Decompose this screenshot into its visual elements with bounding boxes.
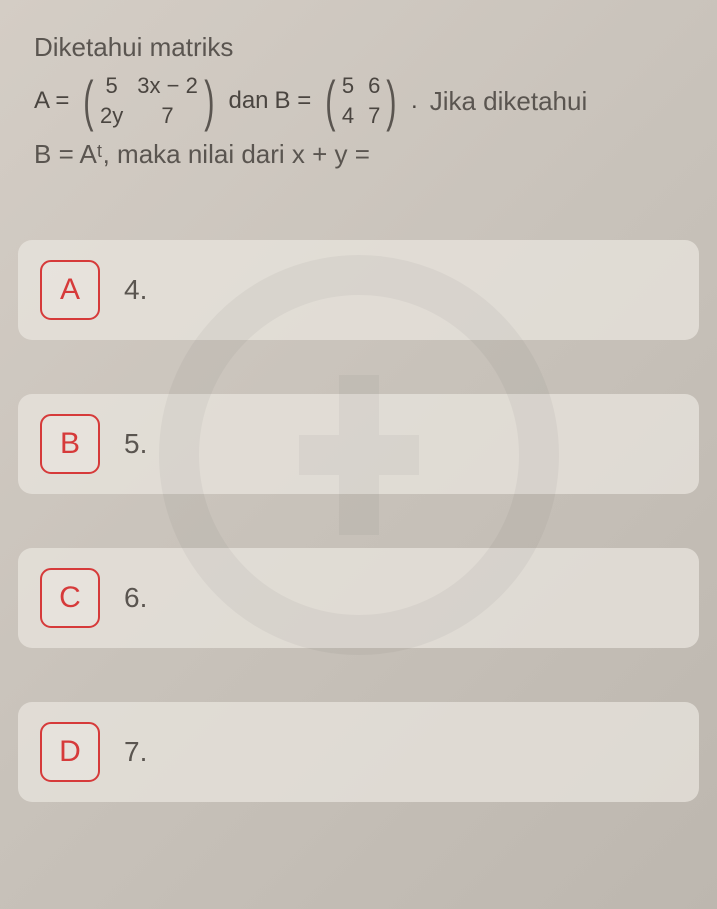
option-c[interactable]: C 6.: [18, 548, 699, 648]
matrix-b-r1c1: 5: [342, 73, 354, 99]
option-badge: B: [40, 414, 100, 474]
matrix-a-r2c2: 7: [137, 103, 198, 129]
option-badge: D: [40, 722, 100, 782]
paren-left-icon: (: [84, 79, 94, 124]
option-badge: A: [40, 260, 100, 320]
between-text: dan: [228, 87, 268, 115]
question-block: Diketahui matriks A = ( 5 3x − 2 2y 7 ) …: [0, 0, 717, 170]
matrix-b-r2c2: 7: [368, 103, 380, 129]
option-text: 6.: [124, 582, 147, 614]
matrix-a-label: A =: [34, 87, 69, 115]
option-a[interactable]: A 4.: [18, 240, 699, 340]
matrix-a-r1c2: 3x − 2: [137, 73, 198, 99]
option-b[interactable]: B 5.: [18, 394, 699, 494]
paren-left-icon: (: [325, 79, 335, 124]
question-intro: Diketahui matriks: [34, 28, 683, 67]
question-math-line: A = ( 5 3x − 2 2y 7 ) dan B = ( 5 6 4 7 …: [34, 71, 683, 131]
option-text: 5.: [124, 428, 147, 460]
after-matrices-text: Jika diketahui: [430, 82, 588, 121]
paren-right-icon: ): [387, 79, 397, 124]
matrix-b-r2c1: 4: [342, 103, 354, 129]
matrix-b: ( 5 6 4 7 ): [321, 71, 401, 131]
matrix-a: ( 5 3x − 2 2y 7 ): [79, 71, 218, 131]
matrix-b-label: B =: [275, 87, 312, 115]
options-list: A 4. B 5. C 6. D 7.: [0, 240, 717, 802]
matrix-a-r1c1: 5: [100, 73, 123, 99]
period-text: .: [411, 87, 418, 115]
paren-right-icon: ): [204, 79, 214, 124]
matrix-b-r1c2: 6: [368, 73, 380, 99]
matrix-a-r2c1: 2y: [100, 103, 123, 129]
question-line3: B = Aᵗ, maka nilai dari x + y =: [34, 139, 683, 170]
option-badge: C: [40, 568, 100, 628]
option-d[interactable]: D 7.: [18, 702, 699, 802]
option-text: 4.: [124, 274, 147, 306]
option-text: 7.: [124, 736, 147, 768]
